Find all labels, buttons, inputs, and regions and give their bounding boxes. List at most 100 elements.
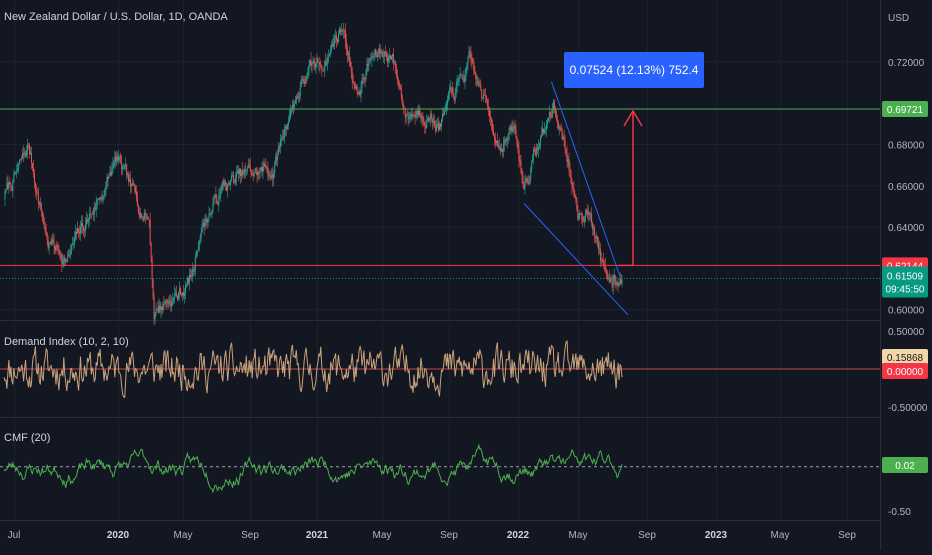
candle-body — [181, 294, 183, 296]
candle-body — [164, 301, 166, 305]
candle-body — [283, 136, 285, 138]
candle-body — [516, 138, 518, 145]
candle-body — [336, 35, 338, 41]
candle-body — [314, 63, 316, 68]
candle-body — [183, 293, 185, 297]
target-arrow-head[interactable] — [623, 109, 643, 127]
candle-body — [585, 210, 587, 218]
candle-body — [78, 228, 80, 232]
candle-body — [29, 145, 31, 155]
candle-body — [567, 159, 569, 162]
candle-body — [52, 239, 54, 242]
candle-body — [138, 212, 140, 217]
candle-body — [517, 144, 519, 150]
candle-body — [551, 110, 553, 118]
candle-body — [305, 79, 307, 84]
candle-body — [36, 192, 38, 194]
candle-body — [531, 160, 533, 169]
candle-body — [22, 153, 24, 159]
cmf-line[interactable] — [3, 443, 623, 494]
candle-body — [24, 152, 26, 154]
cmf-value-badge[interactable] — [882, 457, 928, 474]
candle-body — [431, 113, 433, 119]
candle-body — [609, 278, 611, 283]
candle-body — [101, 196, 103, 200]
candle-body — [261, 167, 263, 172]
candle-body — [600, 260, 602, 261]
candle-body — [246, 167, 248, 171]
candle-body — [595, 235, 597, 239]
candle-body — [227, 184, 229, 191]
candle-body — [312, 61, 314, 64]
candle-body — [528, 182, 530, 185]
candle-body — [471, 57, 473, 62]
candle-body — [150, 243, 152, 259]
candle-body — [607, 277, 609, 279]
candle-body — [65, 261, 67, 263]
candle-body — [550, 115, 552, 118]
candle-body — [128, 174, 130, 182]
candle-body — [361, 79, 363, 87]
candle-body — [350, 66, 352, 72]
candle-body — [118, 156, 120, 161]
resistance-price-label-badge[interactable] — [882, 100, 928, 117]
candle-body — [31, 162, 33, 169]
candle-body — [126, 164, 128, 176]
candle-body — [38, 202, 40, 205]
candle-body — [580, 213, 582, 215]
candle-body — [591, 214, 593, 223]
candle-body — [521, 171, 523, 176]
demand-index-line[interactable] — [3, 340, 623, 399]
demand-index-zero-value-badge[interactable] — [882, 363, 928, 379]
candle-body — [129, 179, 131, 182]
candle-body — [524, 181, 526, 190]
measure-box[interactable] — [564, 52, 704, 88]
demand-index-pane[interactable]: Demand Index (10, 2, 10) — [0, 336, 880, 399]
candle-body — [382, 51, 384, 57]
cmf-pane[interactable]: CMF (20) — [0, 432, 880, 494]
candle-body — [186, 277, 188, 285]
candle-body — [519, 160, 521, 162]
candle-body — [463, 78, 465, 82]
price-pane[interactable] — [0, 22, 880, 326]
candle-body — [117, 156, 119, 161]
candle-body — [619, 278, 621, 285]
candle-body — [605, 269, 607, 273]
candle-body — [98, 198, 100, 200]
candle-body — [583, 220, 585, 223]
candle-body — [153, 297, 155, 320]
candle-body — [127, 174, 129, 176]
candle-body — [219, 193, 221, 197]
candle-body — [481, 89, 483, 98]
candle-body — [5, 189, 7, 193]
candle-body — [421, 117, 423, 119]
candle-body — [212, 203, 214, 211]
candle-body — [286, 126, 288, 129]
candle-body — [542, 128, 544, 134]
candle-body — [573, 187, 575, 195]
candle-body — [30, 152, 32, 163]
candle-body — [80, 226, 82, 234]
candle-body — [183, 292, 185, 297]
demand-index-value-badge[interactable] — [882, 348, 928, 365]
grid — [0, 0, 881, 550]
wedge-lower-line[interactable] — [523, 203, 629, 316]
candle-body — [216, 198, 218, 204]
labels: 0.07524 (12.13%) 752.4 New Zealand Dollar… — [4, 11, 928, 474]
current-price-badge[interactable] — [882, 266, 928, 298]
wedge-upper-line[interactable] — [550, 81, 621, 277]
candle-body — [549, 112, 551, 116]
candle-body — [536, 147, 538, 156]
candle-body — [192, 269, 194, 272]
candle-body — [151, 258, 153, 280]
candle-body — [171, 301, 173, 308]
candle-body — [438, 123, 440, 131]
candle-body — [291, 104, 293, 111]
candle-body — [362, 77, 364, 80]
candle-body — [284, 128, 286, 138]
candle-body — [558, 126, 560, 130]
candle-body — [154, 314, 156, 320]
candle-body — [226, 185, 228, 191]
